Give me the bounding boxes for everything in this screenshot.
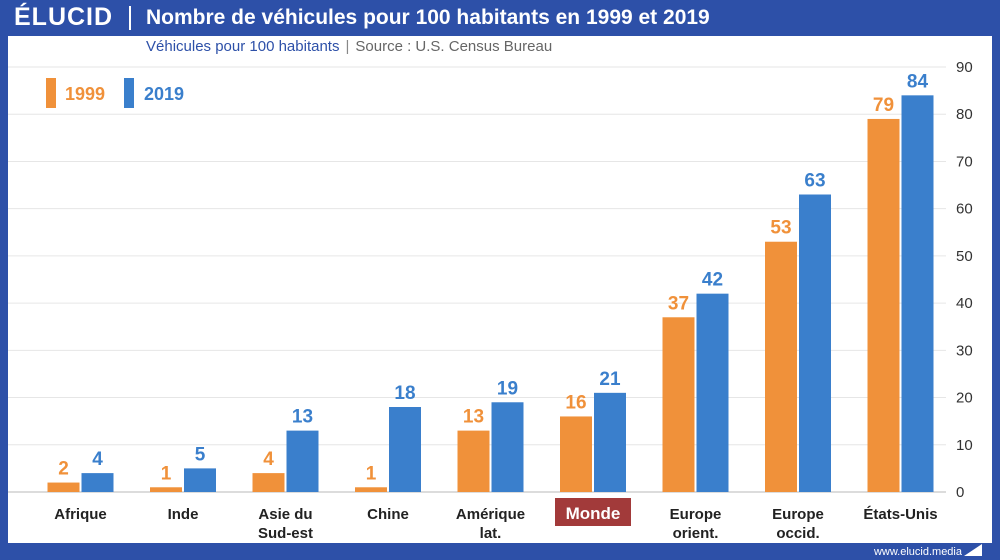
- footer-site-link[interactable]: www.elucid.media: [873, 546, 962, 558]
- bar-2019[interactable]: [389, 407, 421, 492]
- y-tick-label: 40: [956, 295, 973, 312]
- value-label-1999: 2: [58, 459, 69, 480]
- source-label: Source : U.S. Census Bureau: [355, 38, 553, 55]
- value-label-2019: 18: [394, 383, 415, 404]
- bar-2019[interactable]: [594, 392, 626, 492]
- bar-1999[interactable]: [867, 118, 900, 492]
- bar-1999[interactable]: [47, 482, 80, 492]
- bar-1999[interactable]: [765, 241, 797, 492]
- category-label: Europe: [772, 506, 824, 523]
- bar-2019[interactable]: [81, 473, 114, 492]
- value-label-2019: 84: [907, 71, 929, 92]
- y-tick-label: 90: [956, 59, 973, 76]
- category-label: occid.: [776, 525, 819, 542]
- value-label-2019: 42: [702, 270, 723, 291]
- legend-swatch-2019: [124, 78, 134, 108]
- legend-label-1999: 1999: [65, 84, 105, 104]
- value-label-2019: 21: [599, 369, 621, 390]
- value-label-1999: 53: [770, 218, 791, 239]
- value-label-1999: 13: [463, 407, 484, 428]
- value-label-1999: 1: [366, 463, 377, 484]
- value-label-1999: 79: [873, 95, 894, 116]
- bar-1999[interactable]: [252, 473, 285, 492]
- category-label: Chine: [367, 506, 409, 523]
- chart-subtitle: Véhicules pour 100 habitants | Source : U.…: [146, 38, 552, 55]
- category-label: Inde: [168, 506, 199, 523]
- bar-2019[interactable]: [491, 402, 524, 492]
- y-tick-label: 30: [956, 342, 973, 359]
- value-label-1999: 16: [565, 392, 586, 413]
- value-label-2019: 5: [195, 444, 206, 465]
- category-label: lat.: [480, 525, 502, 542]
- bar-1999[interactable]: [457, 430, 490, 492]
- y-tick-label: 20: [956, 390, 973, 407]
- category-label: Monde: [566, 504, 621, 523]
- header-divider: [129, 6, 131, 30]
- value-label-1999: 1: [161, 463, 172, 484]
- y-tick-label: 60: [956, 201, 973, 218]
- bar-1999[interactable]: [150, 487, 182, 492]
- value-label-2019: 13: [292, 407, 313, 428]
- category-label: Europe: [670, 506, 722, 523]
- category-label: Amérique: [456, 506, 525, 523]
- units-label: Véhicules pour 100 habitants: [146, 38, 340, 55]
- category-label: orient.: [673, 525, 719, 542]
- category-label: Afrique: [54, 506, 107, 523]
- bar-1999[interactable]: [560, 416, 592, 492]
- bar-2019[interactable]: [799, 194, 831, 493]
- value-label-1999: 4: [263, 449, 274, 470]
- category-highlight-box: [555, 498, 631, 526]
- y-tick-label: 10: [956, 437, 973, 454]
- value-label-2019: 4: [92, 449, 103, 470]
- y-tick-label: 70: [956, 153, 973, 170]
- legend-swatch-1999: [46, 78, 56, 108]
- bar-1999[interactable]: [662, 317, 695, 492]
- category-label: Asie du: [258, 506, 312, 523]
- category-label: Sud-est: [258, 525, 313, 542]
- y-tick-label: 80: [956, 106, 973, 123]
- bar-2019[interactable]: [696, 293, 729, 492]
- y-tick-label: 0: [956, 484, 964, 501]
- subtitle-separator: |: [345, 38, 350, 55]
- value-label-1999: 37: [668, 293, 689, 314]
- value-label-2019: 19: [497, 378, 518, 399]
- bar-1999[interactable]: [355, 487, 387, 492]
- y-tick-label: 50: [956, 248, 973, 265]
- brand-mark-icon: [964, 544, 982, 556]
- legend-label-2019: 2019: [144, 84, 184, 104]
- category-label: États-Unis: [863, 506, 937, 523]
- header-bar: ÉLUCID Nombre de véhicules pour 100 habi…: [0, 0, 1000, 36]
- bar-2019[interactable]: [184, 468, 216, 492]
- brand-logo[interactable]: ÉLUCID: [14, 3, 114, 31]
- value-label-2019: 63: [804, 171, 825, 192]
- bar-2019[interactable]: [901, 95, 934, 492]
- bar-2019[interactable]: [286, 430, 319, 492]
- chart-title: Nombre de véhicules pour 100 habitants e…: [146, 6, 710, 29]
